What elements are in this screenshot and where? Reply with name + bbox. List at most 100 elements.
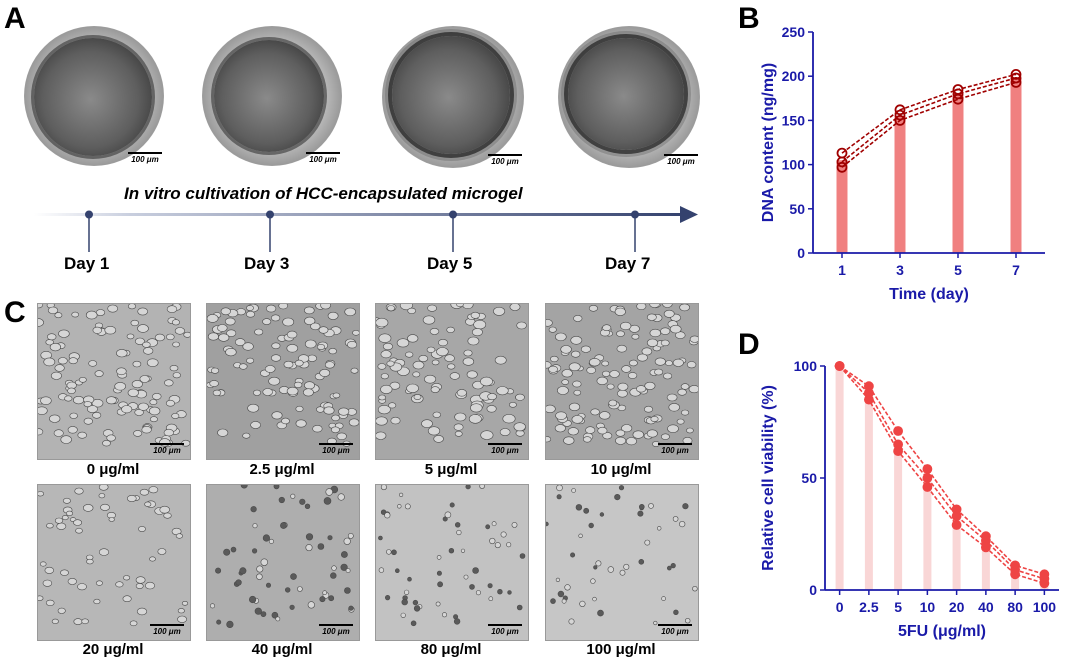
data-point <box>922 482 933 492</box>
bar <box>981 540 990 590</box>
y-tick-label: 50 <box>801 470 817 486</box>
bar <box>894 116 906 253</box>
chart-dna-content: 0 50 100 150 200 250 1 3 5 7 Time (day) DNA content… <box>760 24 1045 303</box>
scale-bar: 100 μm <box>488 443 522 455</box>
panel-label-b: B <box>738 2 760 35</box>
data-point <box>952 88 964 100</box>
bar <box>864 392 873 590</box>
bar <box>952 93 964 254</box>
data-point <box>922 473 933 483</box>
replicate-line <box>841 81 1017 168</box>
bar <box>923 478 932 590</box>
micrograph-texture <box>378 485 526 627</box>
data-point <box>834 361 845 371</box>
day-label-7: Day 7 <box>605 254 651 273</box>
microgel-day-3: 100 μm <box>202 26 342 166</box>
bar <box>1010 78 1022 253</box>
data-point <box>864 394 874 405</box>
concentration-label: 20 μg/ml <box>82 641 144 658</box>
micrograph-texture <box>38 304 190 448</box>
x-tick-label: 3 <box>896 262 904 278</box>
data-point <box>952 93 964 105</box>
cell-image-20: 100 μm <box>37 484 191 641</box>
chart-cell-viability: 0 50 100 0 2.5 5 10 20 40 80 100 5FU (μg/ml) Relativ… <box>760 358 1059 640</box>
bar <box>894 442 903 590</box>
x-tick-label: 10 <box>920 599 936 615</box>
x-axis-title: Time (day) <box>889 286 969 303</box>
y-tick-label: 50 <box>789 201 805 217</box>
concentration-label: 10 μg/ml <box>590 461 652 478</box>
x-axis-title: 5FU (μg/ml) <box>898 623 986 640</box>
x-tick-label: 7 <box>1012 262 1020 278</box>
cell-image-80: 100 μm <box>375 484 529 641</box>
scale-bar: 100 μm <box>306 152 340 164</box>
timeline-title: In vitro cultivation of HCC-encapsulated… <box>124 184 523 203</box>
scale-bar: 100 μm <box>664 154 698 166</box>
scale-bar: 100 μm <box>150 443 184 455</box>
x-tick-label: 20 <box>949 599 965 615</box>
concentration-label: 2.5 μg/ml <box>249 461 315 478</box>
panel-label-c: C <box>4 296 26 329</box>
data-point <box>1010 69 1022 80</box>
scale-bar: 100 μm <box>658 443 692 455</box>
micrograph-texture <box>38 485 189 627</box>
cell-image-40: 100 μm <box>206 484 360 641</box>
x-tick-label: 5 <box>894 599 902 615</box>
micrograph-texture <box>209 485 355 628</box>
x-tick-label: 1 <box>838 262 846 278</box>
day-label-5: Day 5 <box>427 254 473 273</box>
scale-bar: 100 μm <box>488 154 522 166</box>
microgel-day-5: 100 μm <box>382 26 524 168</box>
cell-image-10: 100 μm <box>545 303 699 460</box>
data-point <box>1010 72 1022 84</box>
data-point <box>836 161 848 173</box>
micrograph-texture <box>546 304 698 447</box>
microgel-day-7: 100 μm <box>558 26 700 168</box>
micrograph-texture <box>546 485 698 626</box>
scale-bar: 100 μm <box>658 624 692 636</box>
replicate-line <box>841 73 1017 154</box>
y-tick-label: 100 <box>782 157 806 173</box>
x-tick-label: 100 <box>1033 599 1057 615</box>
cell-image-0: 100 μm <box>37 303 191 460</box>
y-tick-label: 150 <box>782 112 806 128</box>
x-tick-label: 0 <box>836 599 844 615</box>
replicate-line <box>841 77 1017 163</box>
day-label-3: Day 3 <box>244 254 290 273</box>
panel-label-d: D <box>738 328 760 361</box>
replicate-line <box>839 365 1045 576</box>
concentration-label: 100 μg/ml <box>586 641 656 658</box>
scale-bar: 100 μm <box>150 624 184 636</box>
bar <box>952 516 961 590</box>
concentration-label: 0 μg/ml <box>86 461 140 478</box>
scale-bar: 100 μm <box>319 443 353 455</box>
concentration-label: 80 μg/ml <box>420 641 482 658</box>
concentration-label: 40 μg/ml <box>251 641 313 658</box>
scale-bar: 100 μm <box>319 624 353 636</box>
data-point <box>922 464 933 474</box>
data-point <box>893 446 904 456</box>
timeline-arrow <box>34 206 698 252</box>
cell-image-5: 100 μm <box>375 303 529 460</box>
scale-bar: 100 μm <box>488 624 522 636</box>
y-axis-title: DNA content (ng/mg) <box>760 63 777 222</box>
data-point <box>951 520 962 530</box>
scale-bar: 100 μm <box>128 152 162 164</box>
x-tick-label: 5 <box>954 262 962 278</box>
replicate-line <box>839 365 1045 580</box>
y-tick-label: 250 <box>782 24 806 40</box>
y-tick-label: 0 <box>809 582 817 598</box>
cell-image-100: 100 μm <box>545 484 699 641</box>
data-point <box>1010 77 1022 88</box>
replicate-line <box>838 365 1045 585</box>
bar <box>836 160 848 253</box>
data-point <box>1010 569 1021 580</box>
data-point <box>951 511 962 522</box>
y-tick-label: 200 <box>782 68 806 84</box>
y-tick-label: 0 <box>797 245 805 261</box>
data-point <box>1039 578 1050 589</box>
panel-label-a: A <box>4 2 26 35</box>
micrograph-texture <box>207 304 359 447</box>
y-axis-title: Relative cell viability (%) <box>760 385 777 571</box>
data-point <box>894 115 906 126</box>
